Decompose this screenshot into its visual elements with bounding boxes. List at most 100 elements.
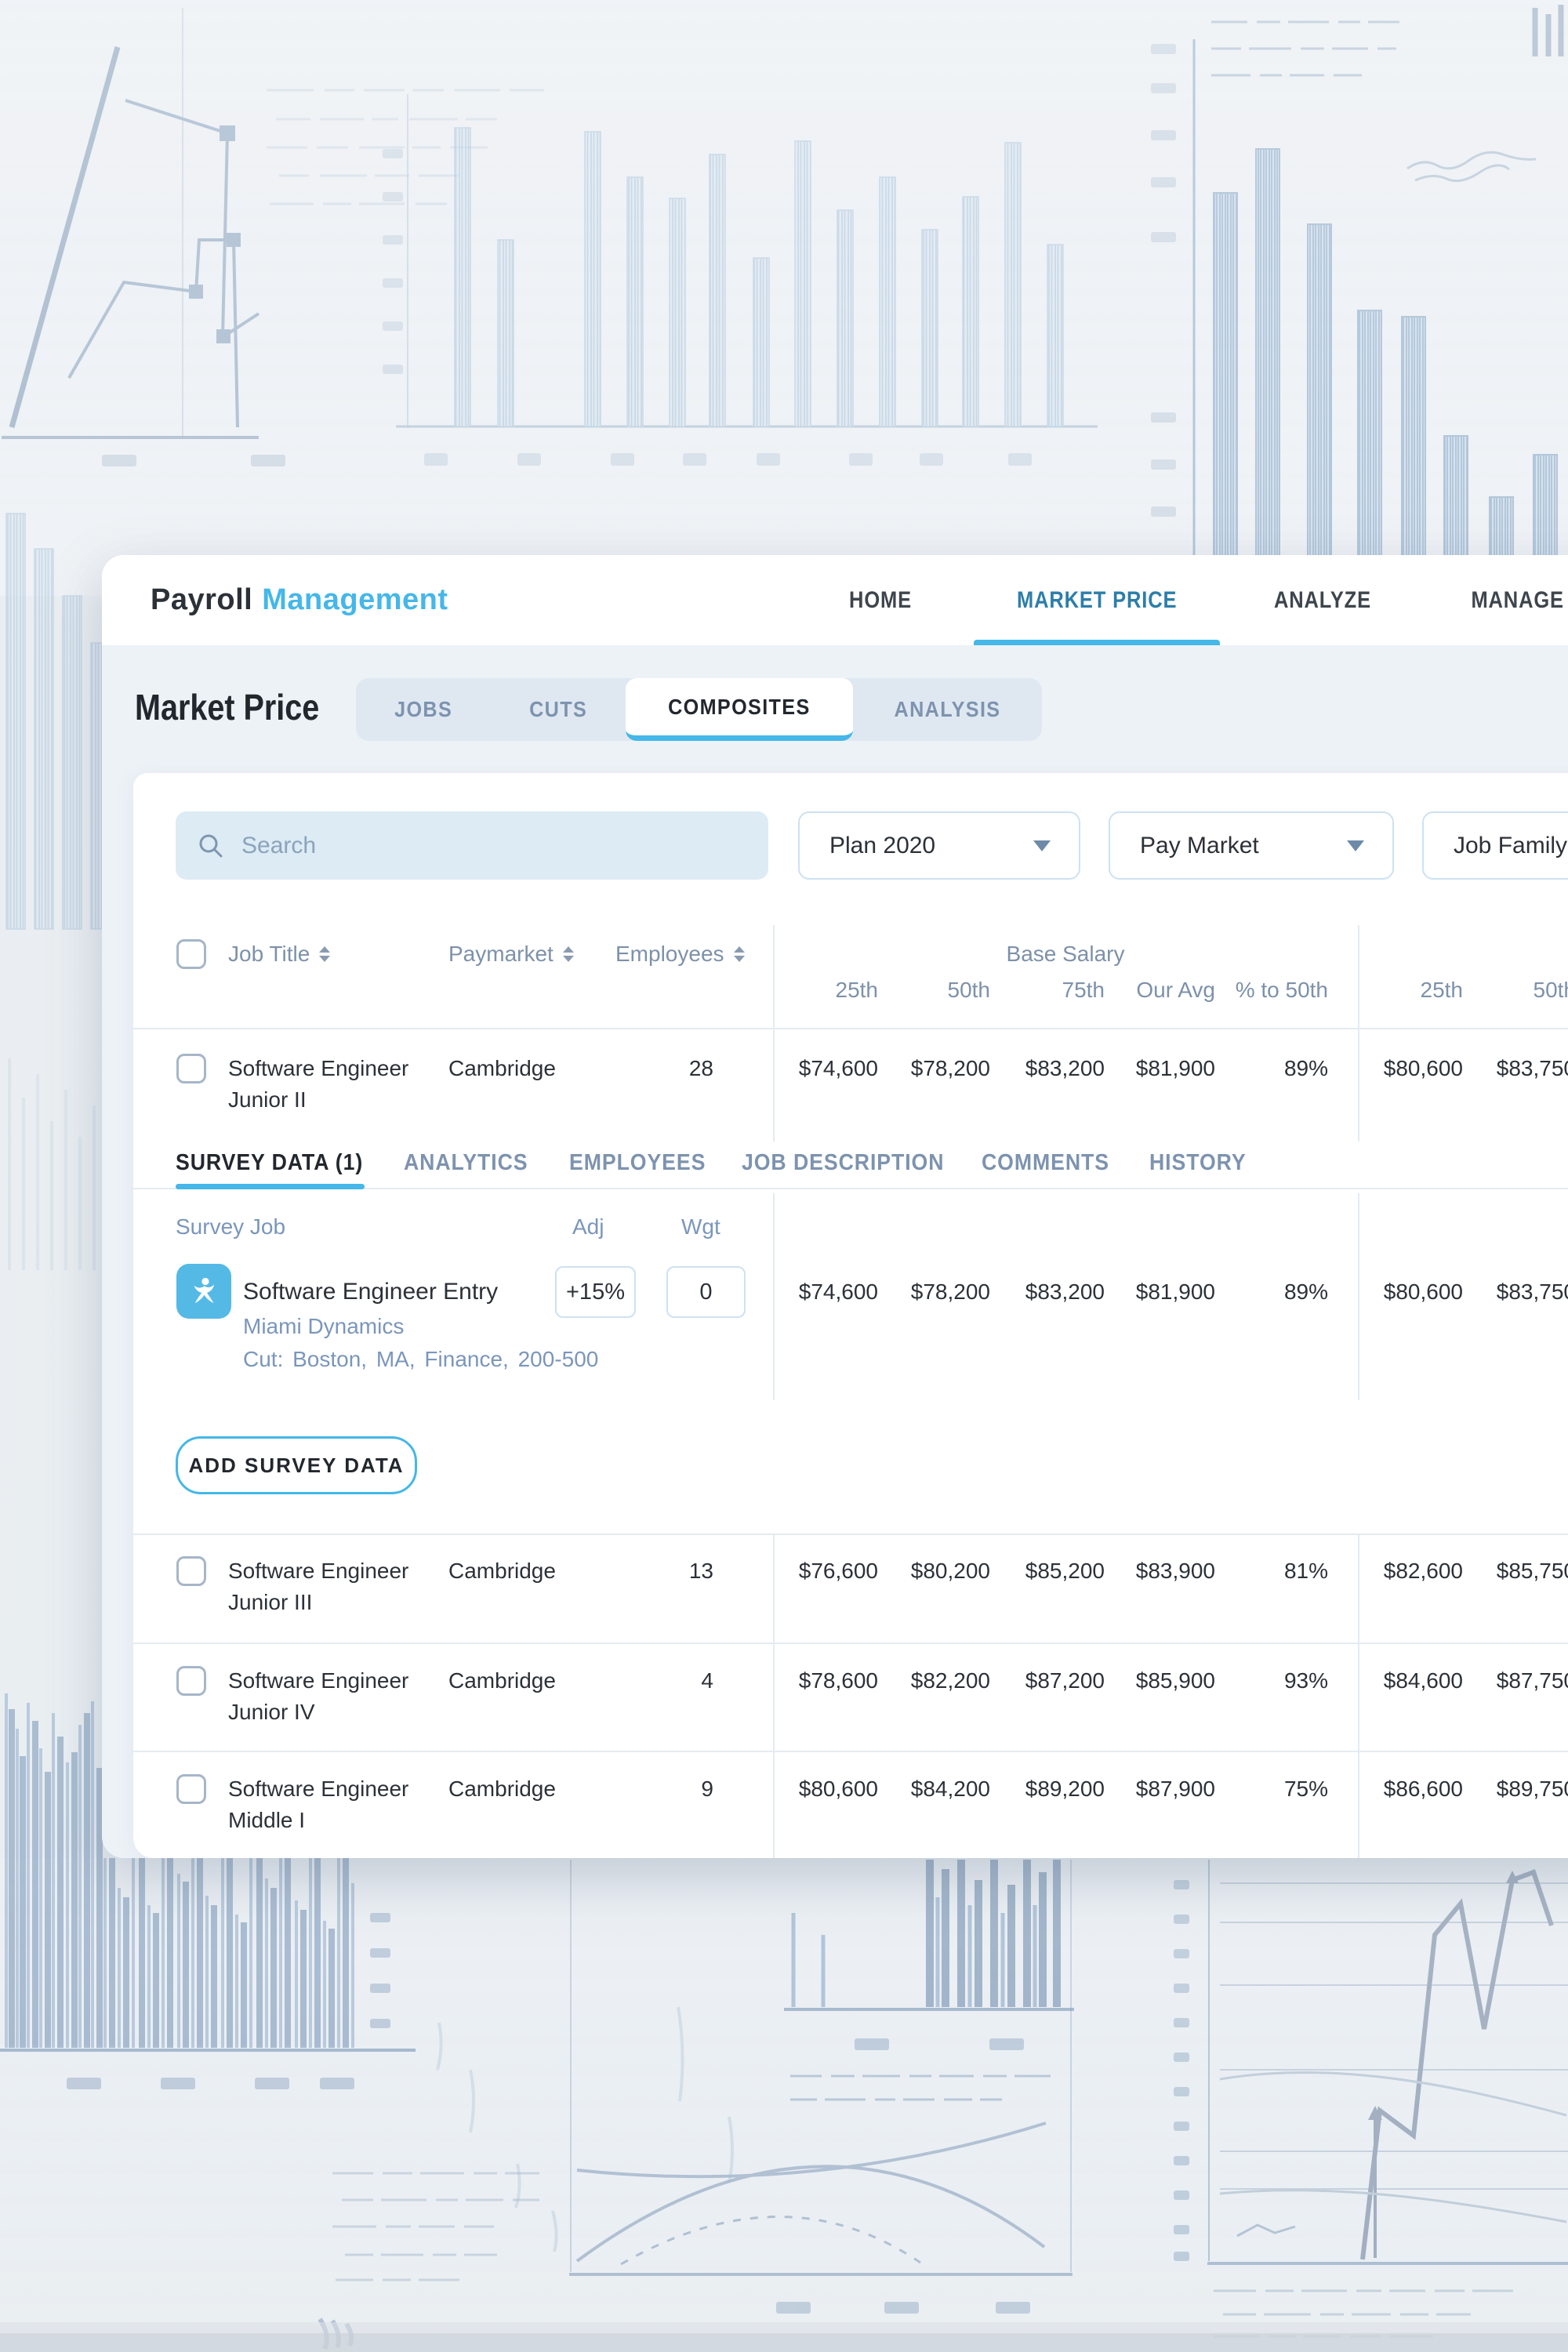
job-title: Software Engineer (228, 1777, 409, 1801)
job-title: Software Engineer (228, 1668, 409, 1693)
sort-icon (319, 946, 331, 962)
value-pct-to-50th: 89% (1283, 1056, 1328, 1080)
employees-value: 13 (688, 1559, 713, 1583)
job-title: Software Engineer (228, 1056, 409, 1080)
row-checkbox[interactable] (176, 1054, 206, 1083)
value-our-avg: $83,900 (1135, 1559, 1215, 1583)
nav-item-home[interactable]: HOME (849, 586, 912, 613)
table-row[interactable]: Software Engineer Junior III Cambridge 1… (133, 1553, 1568, 1625)
value-our-avg: $87,900 (1135, 1777, 1215, 1801)
detail-tab-analytics[interactable]: ANALYTICS (404, 1150, 528, 1175)
value-g2-50th: $83,750 (1496, 1279, 1568, 1304)
employees-value: 9 (701, 1777, 713, 1801)
column-header-job-title[interactable]: Job Title (228, 936, 331, 972)
job-family-dropdown[interactable]: Job Family (1422, 811, 1568, 880)
value-pct-to-50th: 89% (1283, 1279, 1328, 1304)
detail-tabs-divider (133, 1188, 1568, 1189)
value-25th: $74,600 (798, 1279, 878, 1304)
value-50th: $84,200 (910, 1777, 990, 1801)
select-all-checkbox[interactable] (176, 939, 206, 969)
value-25th: $78,600 (798, 1668, 878, 1693)
row-divider (133, 1751, 1568, 1752)
app-logo: Payroll Management (151, 555, 448, 645)
plan-dropdown[interactable]: Plan 2020 (798, 811, 1080, 880)
value-g2-25th: $86,600 (1383, 1777, 1463, 1801)
add-survey-data-button[interactable]: ADD SURVEY DATA (176, 1436, 417, 1494)
value-50th: $78,200 (910, 1056, 990, 1080)
column-divider (1358, 1534, 1359, 1858)
logo-text-secondary: Management (262, 583, 448, 616)
detail-tab-comments[interactable]: COMMENTS (982, 1150, 1109, 1175)
tab-analysis[interactable]: ANALYSIS (894, 697, 1001, 721)
value-g2-25th: $82,600 (1383, 1559, 1463, 1583)
survey-company: Miami Dynamics (243, 1314, 405, 1338)
survey-values-row: $74,600 $78,200 $83,200 $81,900 89% $80,… (133, 1274, 1568, 1310)
adj-label: Adj (572, 1214, 604, 1239)
row-checkbox[interactable] (176, 1556, 206, 1586)
value-75th: $83,200 (1025, 1056, 1105, 1080)
table-row[interactable]: Software Engineer Junior II Cambridge 28… (133, 1051, 1568, 1123)
value-g2-50th: $85,750 (1496, 1559, 1568, 1583)
row-checkbox[interactable] (176, 1666, 206, 1696)
table-row[interactable]: Software Engineer Junior IV Cambridge 4 … (133, 1663, 1568, 1735)
logo-text-primary: Payroll (151, 583, 253, 616)
table-row[interactable]: Software Engineer Middle I Cambridge 9 $… (133, 1771, 1568, 1843)
survey-cut-description: Cut: Boston, MA, Finance, 200-500 (243, 1347, 599, 1371)
survey-job-label: Survey Job (176, 1214, 286, 1239)
pay-market-dropdown[interactable]: Pay Market (1109, 811, 1394, 880)
value-our-avg: $85,900 (1135, 1668, 1215, 1693)
nav-item-manage[interactable]: MANAGE (1471, 586, 1564, 613)
job-title-line2: Junior II (228, 1087, 307, 1112)
employees-value: 4 (701, 1668, 713, 1693)
value-pct-to-50th: 93% (1283, 1668, 1328, 1693)
wgt-input[interactable] (666, 1266, 746, 1318)
column-header-75th: 75th (1062, 978, 1105, 1002)
tab-jobs[interactable]: JOBS (394, 697, 453, 721)
value-50th: $82,200 (910, 1668, 990, 1693)
row-checkbox[interactable] (176, 1774, 206, 1804)
adj-input[interactable] (555, 1266, 636, 1318)
composites-panel: Plan 2020 Pay Market Job Family Job Titl… (133, 773, 1568, 1858)
value-25th: $80,600 (798, 1777, 878, 1801)
survey-job-title: Software Engineer Entry (243, 1279, 499, 1305)
detail-tab-survey-data[interactable]: SURVEY DATA (1) (176, 1150, 364, 1175)
column-header-50th: 50th (947, 978, 991, 1002)
column-header-g2-25th: 25th (1420, 978, 1464, 1002)
page-body: Market Price JOBS CUTS COMPOSITES ANALYS… (102, 645, 1568, 1858)
value-75th: $83,200 (1025, 1279, 1105, 1304)
search-input[interactable] (240, 831, 768, 860)
chevron-down-icon (1033, 840, 1051, 851)
value-25th: $74,600 (798, 1056, 878, 1080)
column-header-paymarket[interactable]: Paymarket (448, 936, 574, 972)
column-header-g2-50th: 50th (1533, 978, 1568, 1002)
value-g2-50th: $89,750 (1496, 1777, 1568, 1801)
app-header: Payroll Management HOME MARKET PRICE ANA… (102, 555, 1568, 645)
pay-market-dropdown-value: Pay Market (1140, 832, 1259, 858)
header-divider (133, 1028, 1568, 1029)
nav-item-market-price[interactable]: MARKET PRICE (974, 555, 1221, 645)
detail-tab-history[interactable]: HISTORY (1149, 1150, 1247, 1175)
column-header-25th: 25th (835, 978, 879, 1002)
column-divider (773, 1193, 775, 1400)
value-g2-25th: $80,600 (1383, 1279, 1463, 1304)
column-group-base-salary: Base Salary (1006, 942, 1125, 966)
column-divider (773, 1534, 775, 1858)
column-header-employees[interactable]: Employees (615, 936, 745, 972)
search-box (176, 811, 768, 880)
detail-tab-employees[interactable]: EMPLOYEES (569, 1150, 706, 1175)
value-g2-50th: $87,750 (1496, 1668, 1568, 1693)
detail-tab-job-description[interactable]: JOB DESCRIPTION (742, 1150, 945, 1175)
survey-source-icon (176, 1264, 231, 1319)
plan-dropdown-value: Plan 2020 (829, 832, 936, 858)
tab-composites[interactable]: COMPOSITES (626, 678, 854, 741)
market-price-tabs: JOBS CUTS COMPOSITES ANALYSIS (356, 678, 1043, 741)
nav-item-analyze[interactable]: ANALYZE (1273, 586, 1371, 613)
value-pct-to-50th: 75% (1283, 1777, 1328, 1801)
column-divider (1358, 1193, 1359, 1400)
value-50th: $78,200 (910, 1279, 990, 1304)
app-window: Payroll Management HOME MARKET PRICE ANA… (102, 555, 1568, 1858)
tab-cuts[interactable]: CUTS (529, 697, 588, 721)
column-divider (773, 925, 775, 1142)
row-divider (133, 1534, 1568, 1535)
